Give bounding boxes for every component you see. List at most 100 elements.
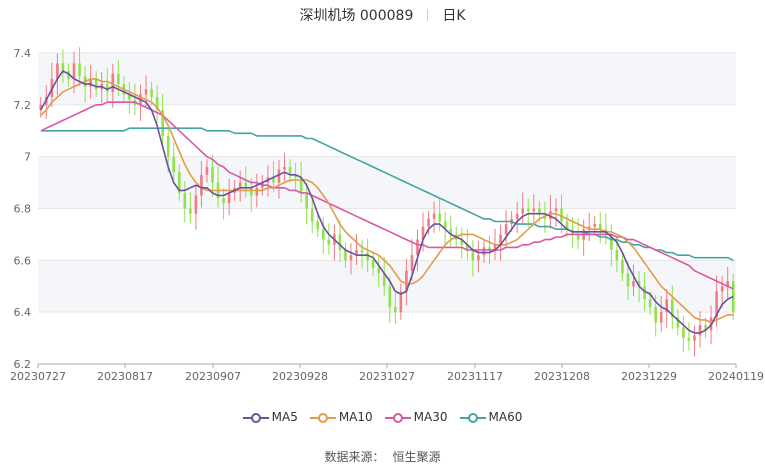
legend-item-ma30[interactable]: MA30 [384, 410, 448, 424]
candle-body [382, 273, 386, 287]
candle-body [731, 281, 735, 313]
candle-body [349, 255, 353, 261]
candle-body [488, 247, 491, 250]
candle-body [515, 213, 519, 219]
candle-body [150, 89, 153, 98]
candle-body [394, 306, 397, 313]
candle-body [576, 234, 580, 240]
x-tick-label: 20231027 [359, 370, 415, 383]
candle-body [72, 63, 76, 79]
x-tick-label: 20231117 [447, 370, 503, 383]
y-tick-label: 7.2 [14, 99, 32, 112]
candle-body [659, 312, 663, 323]
candle-body [565, 221, 569, 230]
y-tick-label: 6.2 [14, 358, 32, 371]
candle-body [493, 244, 497, 250]
legend-label: MA30 [413, 410, 448, 424]
data-source-value: 恒生聚源 [392, 450, 441, 464]
candle-body [211, 167, 214, 183]
ma5-line [40, 70, 734, 334]
candle-body [67, 71, 70, 79]
candle-body [538, 208, 541, 214]
candle-body [687, 338, 691, 341]
candle-body [105, 84, 109, 92]
candle-body [117, 73, 120, 85]
grid-band [38, 53, 736, 105]
candle-body [648, 299, 652, 307]
candle-body [682, 327, 685, 339]
x-tick-label: 20230928 [272, 370, 328, 383]
candle-body [704, 325, 707, 331]
candle-body [598, 224, 602, 230]
period-label: 日K [442, 8, 466, 24]
kline-chart: 6.2 6.4 6.6 6.8 7 7.2 7.4 20230727 20230817 20230… [10, 47, 764, 383]
chart-legend: MA5 MA10 MA30 MA60 [0, 410, 765, 424]
candle-body [39, 104, 43, 111]
candle-body [172, 156, 176, 173]
x-tick-label: 20230817 [97, 370, 153, 383]
candle-body [654, 306, 657, 323]
candle-body [183, 192, 187, 209]
candle-body [438, 213, 441, 222]
candle-body [427, 218, 430, 227]
candle-body [355, 249, 358, 256]
candle-body [255, 187, 259, 196]
candle-body [166, 135, 170, 157]
candle-body [189, 208, 192, 214]
candle-body [610, 234, 613, 250]
x-tick-label: 20231229 [621, 370, 677, 383]
candle-body [327, 239, 331, 245]
candle-body [665, 299, 669, 313]
legend-marker-icon [309, 413, 336, 423]
candle-body [443, 221, 447, 230]
candle-body [460, 239, 464, 245]
candle-body [477, 255, 480, 261]
candle-body [144, 89, 148, 95]
x-tick-label: 20231208 [534, 370, 590, 383]
candle-body [200, 174, 203, 196]
candle-body [615, 249, 619, 261]
ma30-line [40, 101, 734, 290]
candle-body [338, 234, 342, 250]
candle-body [61, 63, 65, 72]
candle-body [482, 247, 486, 256]
candle-body [643, 286, 646, 300]
y-tick-label: 7 [24, 151, 31, 164]
legend-item-ma10[interactable]: MA10 [309, 410, 373, 424]
candle-body [526, 208, 530, 212]
y-tick-label: 6.4 [14, 306, 32, 319]
candle-body [205, 167, 209, 175]
candle-body [155, 97, 159, 111]
title-separator [427, 9, 429, 21]
candle-body [227, 192, 231, 204]
candle-body [344, 249, 347, 261]
candle-body [249, 187, 253, 196]
candle-body [366, 252, 369, 261]
y-tick-label: 6.6 [14, 254, 32, 267]
candle-body [416, 239, 419, 256]
y-tick-label: 6.8 [14, 203, 32, 216]
candle-body [432, 213, 436, 219]
x-tick-label: 20230727 [10, 370, 66, 383]
ma10-line [40, 78, 734, 324]
candle-body [504, 224, 508, 235]
candle-body [698, 325, 702, 336]
legend-item-ma60[interactable]: MA60 [459, 410, 523, 424]
candle-body [161, 110, 164, 136]
candle-body [499, 234, 502, 245]
ma60-line [40, 127, 734, 262]
candle-body [194, 195, 198, 214]
candle-body [294, 174, 297, 178]
stock-name: 深圳机场 000089 [299, 8, 414, 24]
candle-body [377, 268, 380, 274]
candle-body [726, 281, 729, 287]
x-tick-label: 20240119 [708, 370, 764, 383]
legend-label: MA60 [488, 410, 523, 424]
candle-body [560, 208, 563, 222]
legend-item-ma5[interactable]: MA5 [242, 410, 298, 424]
candle-body [78, 63, 81, 77]
candle-body [89, 78, 92, 87]
candle-body [593, 224, 597, 227]
candle-body [410, 255, 414, 271]
legend-label: MA5 [271, 410, 298, 424]
